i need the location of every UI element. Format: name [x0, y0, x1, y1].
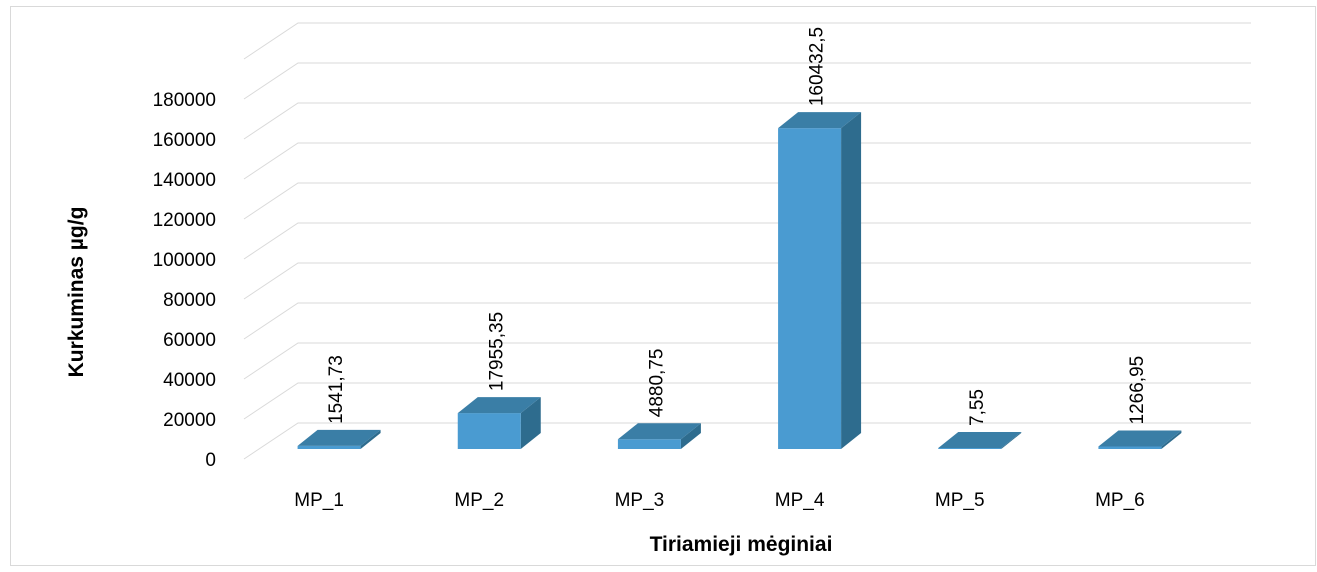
bar-front [1098, 446, 1162, 449]
gridline [243, 102, 1251, 140]
bar-mp-3: 4880,75 [617, 349, 701, 449]
bar-top [938, 432, 1022, 448]
x-axis-ticks: MP_1 MP_2 MP_3 MP_4 MP_5 MP_6 [294, 490, 1144, 511]
x-tick-label: MP_5 [935, 490, 985, 511]
bar-mp-6: 1266,95 [1098, 356, 1182, 449]
bar-front [297, 445, 361, 449]
y-tick-label: 140000 [153, 170, 216, 191]
gridline [243, 262, 1251, 300]
x-tick-label: MP_4 [775, 490, 825, 511]
bar-side [360, 429, 381, 449]
gridline [243, 422, 1251, 460]
x-tick-label: MP_1 [294, 490, 344, 511]
gridline [243, 22, 1251, 60]
x-tick-label: MP_3 [615, 490, 665, 511]
bar-front [778, 128, 842, 449]
y-axis-title: Kurkuminas µg/g [65, 207, 88, 378]
bar-side [520, 397, 541, 449]
bar-front [457, 413, 521, 449]
bar-top [457, 397, 541, 414]
bar-front [617, 439, 681, 449]
y-tick-label: 20000 [163, 410, 216, 431]
bar-top [297, 429, 381, 446]
data-label: 7,55 [967, 389, 988, 426]
y-tick-label: 100000 [153, 250, 216, 271]
data-label: 1266,95 [1127, 356, 1148, 425]
bar-side [841, 112, 862, 449]
y-tick-label: 180000 [153, 90, 216, 111]
bar-mp-2: 17955,35 [457, 312, 541, 449]
chart-frame: 0 20000 40000 60000 80000 100000 120000 140000 1… [10, 6, 1316, 566]
x-tick-label: MP_2 [454, 490, 504, 511]
y-tick-label: 60000 [163, 330, 216, 351]
bar-mp-4: 160432,5 [778, 27, 862, 449]
bar-side [680, 423, 701, 449]
bars: 1541,73 17955,35 4880,75 160432,5 7,55 1266,9… [297, 27, 1182, 449]
y-tick-label: 120000 [153, 210, 216, 231]
gridline [243, 382, 1251, 420]
bar-top [778, 112, 862, 129]
data-label: 1541,73 [326, 355, 347, 424]
bar-side [1001, 432, 1022, 449]
bar-mp-5: 7,55 [938, 389, 1022, 449]
bar-chart: 0 20000 40000 60000 80000 100000 120000 140000 1… [65, 22, 1251, 556]
gridlines [243, 22, 1251, 460]
data-label: 160432,5 [807, 27, 828, 106]
data-label: 4880,75 [646, 349, 667, 418]
gridline [243, 142, 1251, 180]
gridline [243, 182, 1251, 220]
bar-top [1098, 430, 1182, 447]
x-axis-title: Tiriamieji mėginiai [650, 533, 833, 556]
bar-front [938, 448, 1002, 449]
gridline [243, 222, 1251, 260]
bar-side [1161, 430, 1182, 449]
bar-mp-1: 1541,73 [297, 355, 381, 449]
y-tick-label: 40000 [163, 370, 216, 391]
gridline [243, 62, 1251, 100]
y-tick-label: 160000 [153, 130, 216, 151]
y-tick-label: 0 [205, 450, 216, 471]
bar-top [617, 423, 701, 440]
gridline [243, 302, 1251, 340]
y-tick-label: 80000 [163, 290, 216, 311]
data-label: 17955,35 [486, 312, 507, 391]
gridline [243, 342, 1251, 380]
x-tick-label: MP_6 [1095, 490, 1145, 511]
y-axis-ticks: 0 20000 40000 60000 80000 100000 120000 140000 1… [153, 90, 216, 471]
